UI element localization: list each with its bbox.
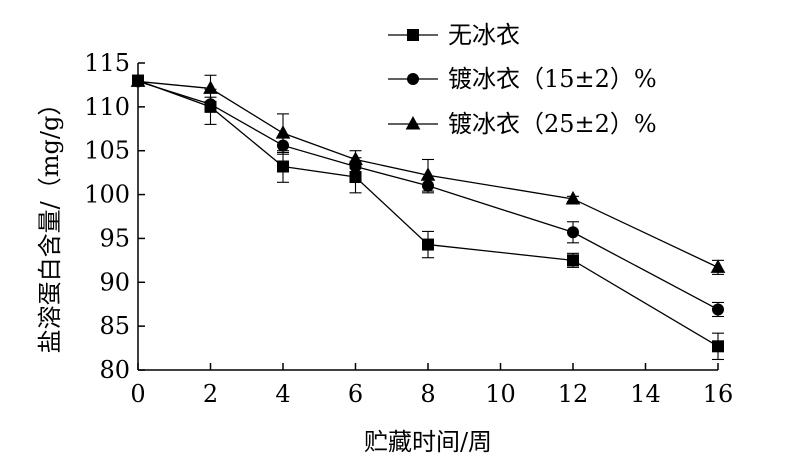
legend-item: 镀冰衣（25±2）% [388,110,657,138]
x-axis-ticks: 0 2 4 6 8 10 12 14 16 [130,363,733,408]
data-point [567,254,579,267]
legend-item: 镀冰衣（15±2）% [388,65,657,93]
y-tick-label: 95 [99,224,130,252]
x-tick-label: 6 [348,380,363,408]
data-point [710,259,726,273]
data-point [712,303,724,316]
data-point [565,190,581,205]
x-tick-label: 0 [130,380,145,408]
x-tick-label: 8 [420,380,435,408]
x-tick-label: 16 [703,380,734,408]
legend-marker [407,73,419,85]
x-tick-label: 12 [558,380,589,408]
legend-label: 镀冰衣（25±2）% [448,110,657,138]
y-tick-label: 80 [99,356,130,384]
data-point [130,73,146,87]
x-tick-label: 4 [275,380,290,408]
y-tick-label: 115 [84,49,130,77]
data-point [275,125,291,139]
data-point [422,238,434,251]
plot-area [130,73,726,361]
legend-marker [405,115,421,130]
y-tick-label: 90 [99,268,130,296]
axes: 0 2 4 6 8 10 12 14 16 80 85 90 95 100 105 110 115 [84,49,733,408]
y-tick-label: 100 [84,181,130,209]
data-point [277,160,289,173]
data-point [203,80,218,94]
y-tick-label: 110 [84,93,130,121]
legend-label: 镀冰衣（15±2）% [448,65,657,93]
series-3 [130,73,726,275]
legend-label: 无冰衣 [448,21,520,49]
data-point [348,151,363,165]
data-point [420,167,436,181]
data-point [567,226,579,239]
data-point [712,340,724,353]
legend-item: 无冰衣 [388,21,520,49]
x-axis-label: 贮藏时间/周 [364,428,492,456]
x-tick-label: 10 [485,380,516,408]
y-axis-ticks: 80 85 90 95 100 105 110 115 [84,49,145,384]
y-axis-label: 盐溶蛋白含量/（mg/g） [36,92,64,354]
x-tick-label: 14 [630,380,661,408]
x-tick-label: 2 [203,380,218,408]
legend-marker [407,29,419,41]
y-tick-label: 85 [99,312,130,340]
y-tick-label: 105 [84,137,130,165]
